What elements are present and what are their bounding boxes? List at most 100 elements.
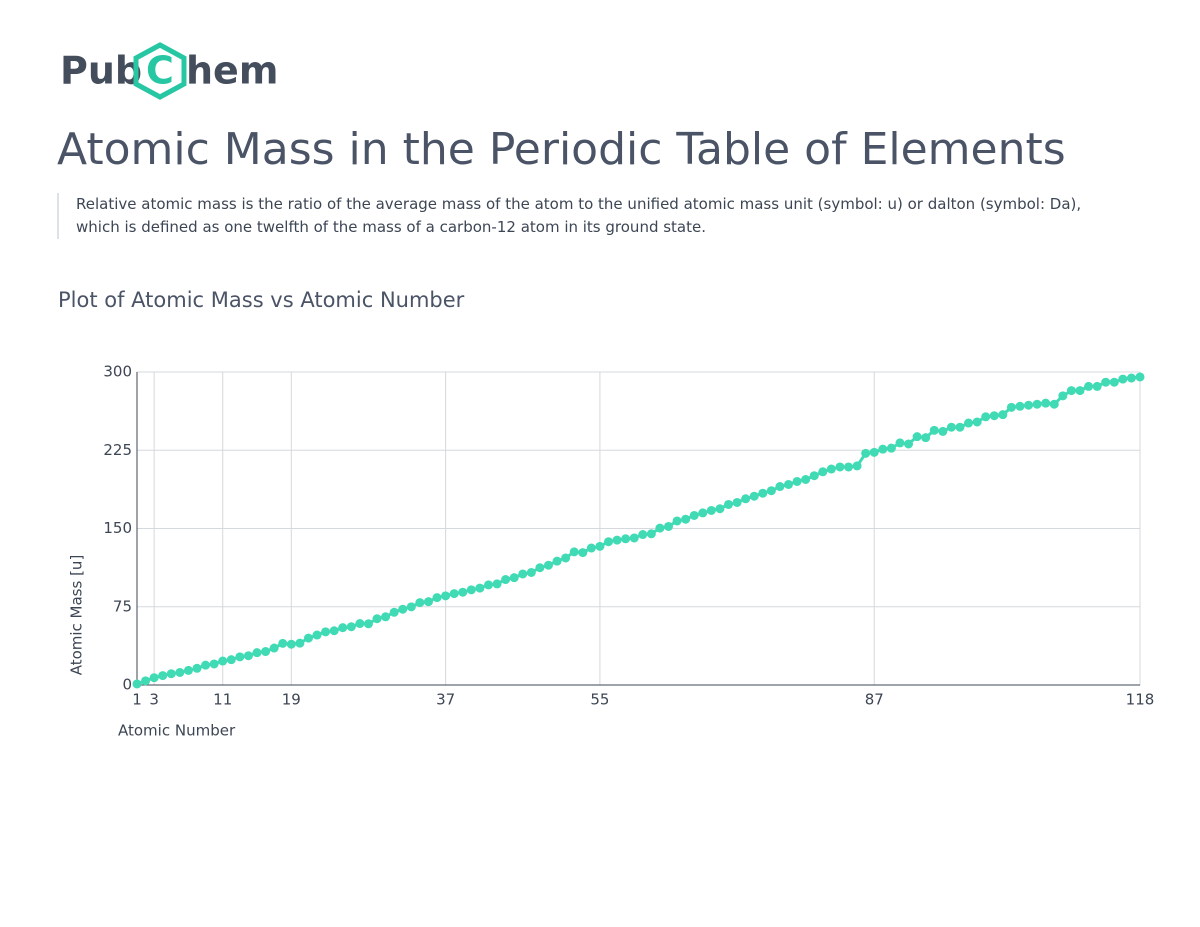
x-tick-label: 11 bbox=[213, 691, 232, 709]
x-tick-label: 55 bbox=[590, 691, 609, 709]
data-point bbox=[612, 535, 622, 545]
data-point bbox=[655, 523, 665, 533]
data-point bbox=[826, 464, 836, 474]
data-point bbox=[192, 663, 202, 673]
data-point bbox=[432, 593, 442, 603]
data-point bbox=[372, 614, 382, 624]
logo-text: Pub bbox=[60, 49, 142, 93]
y-axis-label: Atomic Mass [u] bbox=[68, 555, 86, 676]
data-point bbox=[535, 563, 545, 573]
data-point bbox=[929, 425, 939, 435]
data-point bbox=[981, 412, 991, 422]
data-point bbox=[869, 447, 879, 457]
data-point bbox=[209, 659, 219, 669]
data-point bbox=[646, 529, 656, 539]
data-point bbox=[561, 553, 571, 563]
data-point bbox=[732, 497, 742, 507]
data-point bbox=[861, 448, 871, 458]
data-point bbox=[904, 439, 914, 449]
page-title: Atomic Mass in the Periodic Table of Ele… bbox=[57, 124, 1066, 175]
data-point bbox=[706, 505, 716, 515]
data-point bbox=[569, 547, 579, 557]
data-point bbox=[1058, 391, 1068, 401]
data-point bbox=[132, 679, 142, 689]
chart-title: Plot of Atomic Mass vs Atomic Number bbox=[58, 288, 465, 312]
data-point bbox=[1126, 373, 1136, 383]
data-point bbox=[141, 676, 151, 686]
data-point bbox=[784, 479, 794, 489]
x-tick-label: 3 bbox=[149, 691, 159, 709]
x-tick-label: 87 bbox=[865, 691, 884, 709]
data-point bbox=[526, 567, 536, 577]
data-point bbox=[603, 537, 613, 547]
data-point bbox=[381, 612, 391, 622]
data-point bbox=[449, 589, 459, 599]
data-point bbox=[672, 516, 682, 526]
data-point bbox=[363, 619, 373, 629]
data-point bbox=[1066, 386, 1076, 396]
data-point bbox=[844, 462, 854, 472]
data-point bbox=[346, 622, 356, 632]
data-point bbox=[741, 494, 751, 504]
data-point bbox=[586, 543, 596, 553]
data-point bbox=[1024, 400, 1034, 410]
data-point bbox=[1084, 381, 1094, 391]
y-tick-label: 75 bbox=[113, 597, 132, 615]
data-point bbox=[518, 569, 528, 579]
data-point bbox=[441, 591, 451, 601]
data-point bbox=[501, 575, 511, 585]
data-point bbox=[895, 438, 905, 448]
data-point bbox=[492, 579, 502, 589]
data-point bbox=[1109, 377, 1119, 387]
data-point bbox=[792, 476, 802, 486]
data-point bbox=[818, 467, 828, 477]
data-point bbox=[1118, 374, 1128, 384]
logo-text: C bbox=[146, 49, 174, 93]
data-point bbox=[1075, 386, 1085, 396]
y-tick-label: 300 bbox=[103, 363, 132, 381]
data-line bbox=[136, 375, 1141, 686]
data-point bbox=[1092, 381, 1102, 391]
data-point bbox=[1101, 377, 1111, 387]
data-point bbox=[698, 508, 708, 518]
data-point bbox=[166, 669, 176, 679]
data-point bbox=[578, 548, 588, 558]
data-point bbox=[261, 647, 271, 657]
data-point bbox=[415, 598, 425, 608]
description: Relative atomic mass is the ratio of the… bbox=[57, 193, 1126, 239]
x-tick-label: 1 bbox=[132, 691, 142, 709]
data-point bbox=[835, 462, 845, 472]
data-point bbox=[338, 623, 348, 633]
data-point bbox=[921, 433, 931, 443]
data-point bbox=[664, 521, 674, 531]
data-point bbox=[252, 648, 262, 658]
data-point bbox=[303, 633, 313, 643]
data-point bbox=[1015, 401, 1025, 411]
data-point bbox=[398, 604, 408, 614]
data-point bbox=[1006, 402, 1016, 412]
data-point bbox=[878, 444, 888, 454]
data-point bbox=[989, 411, 999, 421]
x-tick-label: 19 bbox=[282, 691, 301, 709]
data-point bbox=[1041, 398, 1051, 408]
data-point bbox=[218, 656, 228, 666]
data-point bbox=[775, 482, 785, 492]
data-point bbox=[466, 585, 476, 595]
data-point bbox=[389, 607, 399, 617]
data-point bbox=[321, 627, 331, 637]
data-point bbox=[201, 660, 211, 670]
data-point bbox=[286, 639, 296, 649]
data-point bbox=[955, 422, 965, 432]
data-point bbox=[758, 488, 768, 498]
y-tick-label: 150 bbox=[103, 519, 132, 537]
logo-text: hem bbox=[186, 49, 278, 93]
data-point bbox=[458, 587, 468, 597]
data-point bbox=[406, 602, 416, 612]
data-point bbox=[483, 580, 493, 590]
data-point bbox=[295, 638, 305, 648]
data-point bbox=[1135, 372, 1145, 382]
data-point bbox=[175, 667, 185, 677]
data-point bbox=[724, 499, 734, 509]
